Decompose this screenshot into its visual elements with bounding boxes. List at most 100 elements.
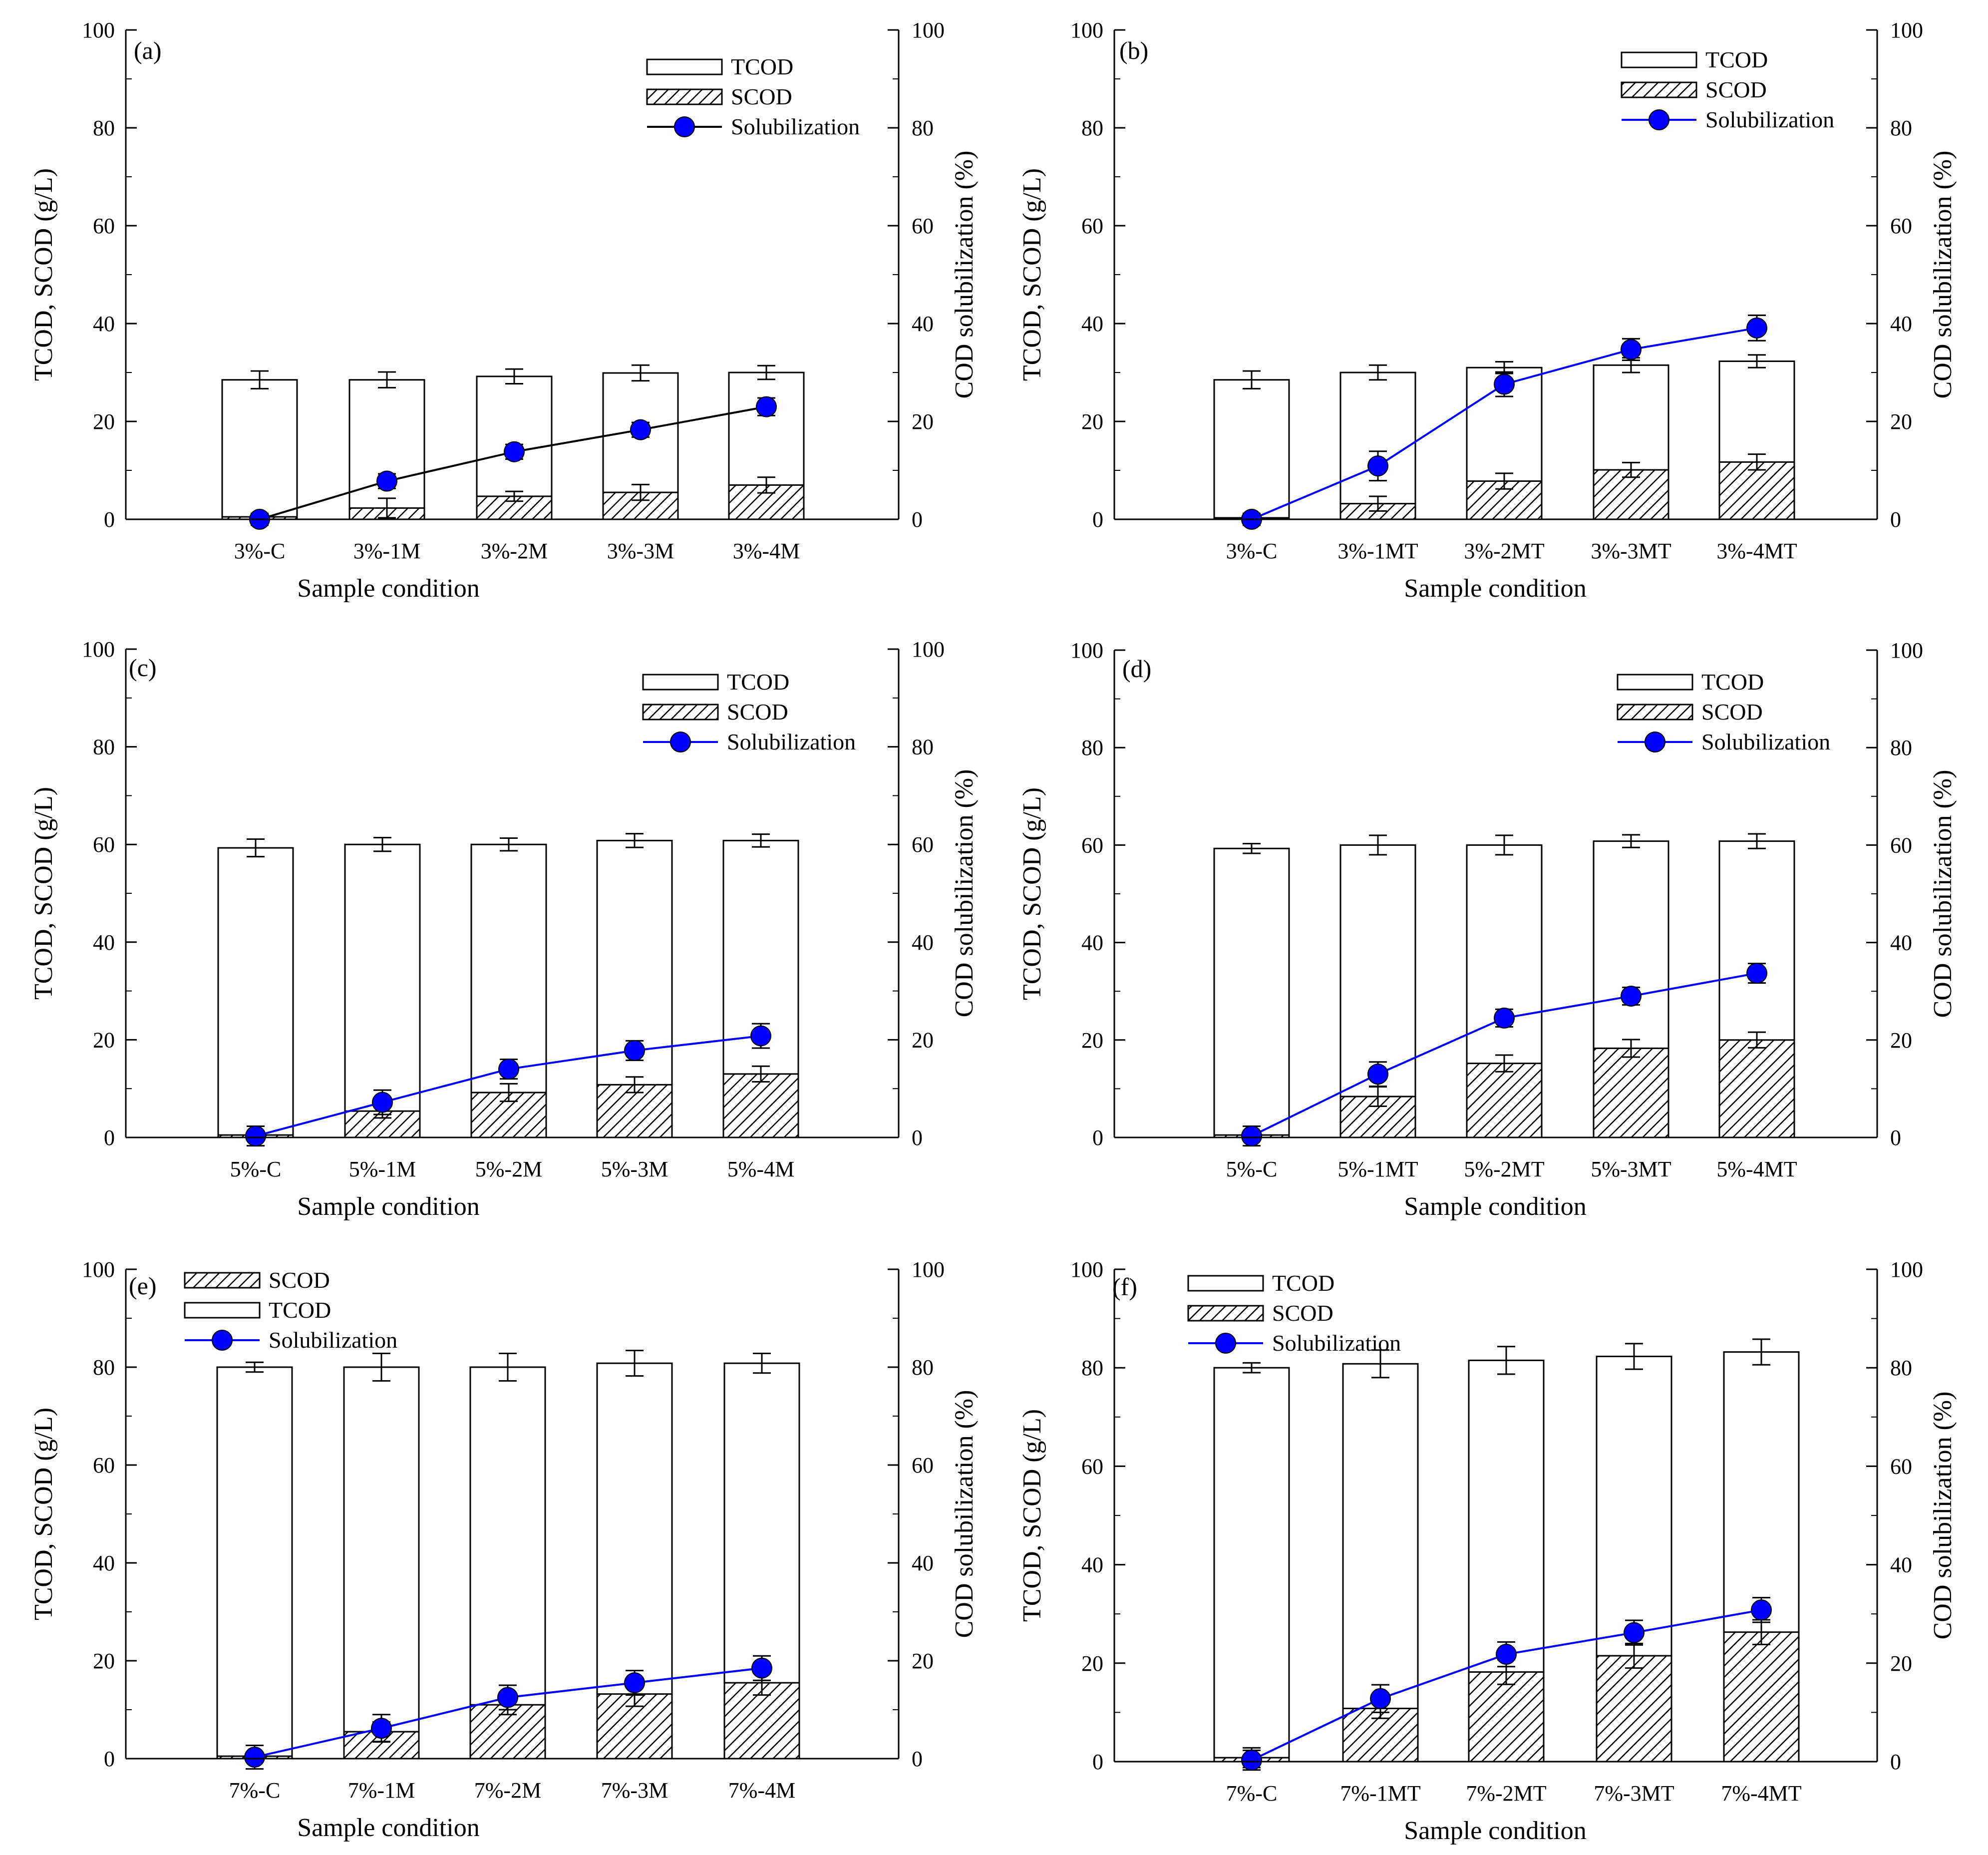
scod-bar	[722, 1073, 799, 1138]
y-tick-label: 20	[93, 1028, 115, 1052]
y-tick-label: 100	[82, 637, 115, 662]
y2-axis-title: COD solubilization (%)	[1929, 1392, 1957, 1640]
y2-tick-label: 60	[1890, 1454, 1912, 1479]
solubilization-point	[1624, 1622, 1645, 1643]
scod-bar	[1596, 1655, 1672, 1763]
legend-label: TCOD	[269, 1297, 331, 1323]
legend-label: Solubilization	[731, 114, 860, 139]
x-tick-label: 7%-2M	[474, 1778, 541, 1803]
x-tick-label: 7%-C	[1226, 1781, 1278, 1806]
y-tick-label: 100	[1070, 638, 1103, 663]
scod-bar	[1466, 1063, 1543, 1138]
y2-tick-label: 20	[912, 1028, 934, 1052]
solubilization-point	[245, 1125, 266, 1147]
x-tick-label: 5%-3MT	[1591, 1157, 1671, 1181]
x-tick-label: 7%-2MT	[1466, 1781, 1546, 1806]
y2-tick-label: 60	[912, 1453, 934, 1478]
y-tick-label: 80	[93, 116, 115, 140]
x-tick-label: 5%-C	[230, 1157, 282, 1181]
legend-swatch-tcod	[1187, 1275, 1264, 1292]
y2-tick-label: 0	[1890, 507, 1901, 532]
scod-bar	[1723, 1631, 1800, 1763]
solubilization-point	[624, 1672, 645, 1694]
y2-tick-label: 20	[1890, 1028, 1912, 1053]
legend-label: Solubilization	[1705, 107, 1834, 132]
legend-marker-swatch	[674, 116, 695, 137]
y2-tick-label: 100	[912, 1257, 945, 1282]
y-tick-label: 80	[93, 1355, 115, 1380]
y-tick-label: 0	[1092, 1750, 1103, 1774]
panel-label: (c)	[129, 654, 157, 682]
solubilization-point	[1494, 1007, 1515, 1029]
y-tick-label: 0	[1092, 1125, 1103, 1150]
y-tick-label: 20	[93, 1649, 115, 1673]
tcod-bar	[344, 843, 421, 1138]
solubilization-point	[497, 1687, 518, 1708]
solubilization-point	[1746, 317, 1767, 339]
tcod-bar	[1213, 847, 1290, 1138]
legend-label: Solubilization	[1701, 729, 1830, 754]
tcod-bar	[221, 379, 298, 520]
y2-tick-label: 60	[912, 214, 934, 238]
panel-label: (d)	[1122, 655, 1151, 683]
solubilization-point	[624, 1040, 645, 1061]
solubilization-point	[1241, 1750, 1262, 1771]
solubilization-point	[1367, 455, 1388, 477]
y-tick-label: 80	[1081, 736, 1103, 760]
legend-label: TCOD	[731, 54, 793, 79]
legend-swatch-tcod	[642, 674, 719, 691]
y-tick-label: 40	[93, 312, 115, 336]
y2-tick-label: 0	[912, 1747, 923, 1771]
x-tick-label: 3%-4MT	[1716, 539, 1797, 563]
x-axis-title: Sample condition	[297, 1814, 479, 1842]
legend-marker-swatch	[212, 1330, 233, 1351]
panel-f: 0 20 40 60 80 100 0 20 40 60 80 100 7%-C 7%-1MT 7%-2MT…	[1018, 1257, 1957, 1845]
solubilization-point	[1751, 1599, 1772, 1621]
y-tick-label: 40	[1081, 931, 1103, 955]
x-axis-title: Sample condition	[1404, 574, 1586, 603]
y-tick-label: 0	[104, 507, 115, 532]
solubilization-point	[1496, 1644, 1517, 1665]
solubilization-point	[1494, 373, 1515, 395]
x-tick-label: 3%-3MT	[1591, 539, 1671, 563]
y2-tick-label: 40	[912, 312, 934, 336]
solubilization-point	[751, 1657, 772, 1679]
x-tick-label: 5%-4MT	[1716, 1157, 1797, 1181]
legend-label: SCOD	[731, 84, 792, 109]
solubilization-point	[1370, 1688, 1391, 1709]
x-tick-label: 5%-C	[1226, 1157, 1278, 1181]
y2-tick-label: 40	[1890, 312, 1912, 336]
scod-bar	[1468, 1671, 1545, 1763]
solubilization-point	[750, 1025, 771, 1047]
y-tick-label: 60	[93, 214, 115, 238]
solubilization-point	[376, 470, 397, 492]
tcod-bar	[343, 1366, 420, 1760]
x-tick-label: 5%-1MT	[1337, 1157, 1418, 1181]
y2-tick-label: 100	[912, 637, 945, 662]
y-tick-label: 80	[1081, 116, 1103, 140]
x-tick-label: 7%-1MT	[1340, 1781, 1420, 1806]
x-tick-label: 3%-1MT	[1337, 539, 1418, 563]
legend-marker-swatch	[1649, 109, 1669, 130]
legend-label: TCOD	[1701, 669, 1764, 695]
legend-label: SCOD	[1705, 77, 1767, 102]
y-axis-title: TCOD, SCOD (g/L)	[29, 787, 58, 1000]
solubilization-point	[1621, 985, 1642, 1007]
y2-tick-label: 0	[912, 507, 923, 532]
y2-axis-title: COD solubilization (%)	[1929, 770, 1957, 1018]
y2-tick-label: 100	[1890, 1257, 1923, 1282]
legend-marker-swatch	[1215, 1333, 1236, 1354]
panel-a: 0 20 40 60 80 100 0 20 40 60 80 100 3%-C 3%-1M 3%-2M 3%…	[29, 18, 979, 603]
x-tick-label: 3%-1M	[353, 539, 420, 563]
tcod-bar	[216, 1366, 293, 1760]
legend-label: TCOD	[1272, 1270, 1334, 1296]
x-tick-label: 7%-1M	[348, 1778, 415, 1803]
y2-tick-label: 100	[1890, 638, 1923, 663]
x-tick-label: 5%-3M	[601, 1157, 668, 1181]
y-tick-label: 20	[93, 409, 115, 434]
legend-swatch-scod	[1617, 704, 1693, 721]
x-tick-label: 3%-3M	[607, 539, 674, 563]
y2-tick-label: 80	[1890, 736, 1912, 760]
legend-swatch-scod	[184, 1272, 261, 1289]
y2-tick-label: 0	[912, 1125, 923, 1150]
